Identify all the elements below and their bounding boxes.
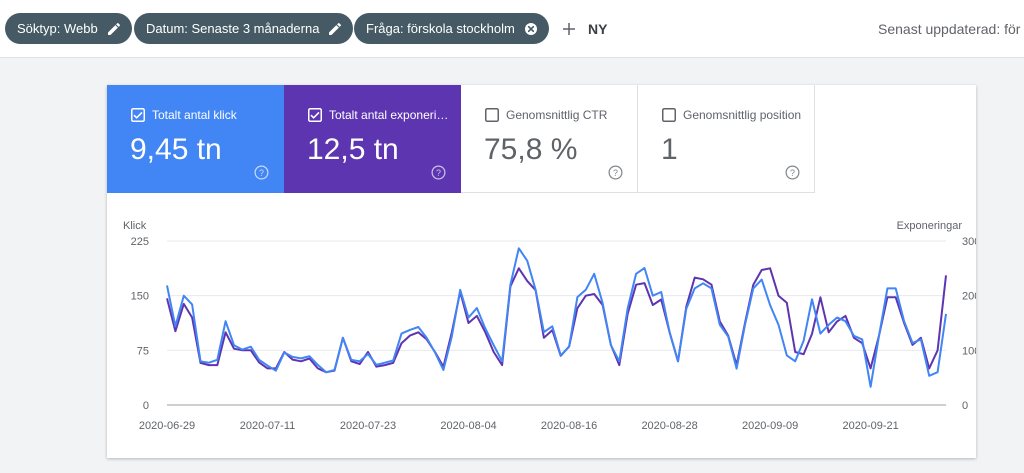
chart-series — [166, 247, 947, 388]
pencil-icon[interactable] — [327, 21, 343, 37]
last-updated-text: Senast uppdaterad: för — [878, 21, 1021, 37]
left-tick-label: 150 — [131, 291, 149, 303]
right-tick-label: 0 — [962, 400, 968, 412]
filter-bar: Söktyp: Webb Datum: Senaste 3 månaderna … — [0, 0, 1024, 58]
right-tick-label: 200 — [962, 291, 976, 303]
metric-label: Totalt antal exponeringar — [329, 108, 449, 122]
metric-label: Totalt antal klick — [152, 108, 237, 122]
metric-tiles: Totalt antal klick 9,45 tn ? Totalt anta… — [107, 85, 815, 193]
svg-text:?: ? — [790, 168, 795, 178]
help-icon[interactable]: ? — [608, 165, 623, 180]
x-tick-label: 2020-08-04 — [440, 420, 496, 432]
right-axis-label: Exponeringar — [897, 220, 963, 232]
left-tick-label: 0 — [143, 400, 149, 412]
metric-header: Totalt antal klick — [131, 108, 237, 122]
filter-chip-label: Datum: Senaste 3 månaderna — [146, 21, 320, 36]
left-axis-label: Klick — [123, 220, 147, 232]
filter-chip-search-type[interactable]: Söktyp: Webb — [5, 13, 132, 44]
svg-text:?: ? — [436, 168, 441, 178]
pencil-icon[interactable] — [106, 21, 122, 37]
plus-icon — [563, 23, 575, 35]
clicks-series-line — [166, 247, 947, 388]
performance-card: Totalt antal klick 9,45 tn ? Totalt anta… — [107, 85, 976, 458]
metric-value: 12,5 tn — [307, 133, 399, 166]
metric-header: Genomsnittlig position — [662, 108, 801, 122]
filter-chip-label: Söktyp: Webb — [17, 21, 98, 36]
metric-header: Totalt antal exponeringar — [308, 108, 449, 122]
add-filter-button[interactable]: NY — [560, 14, 607, 44]
metric-label: Genomsnittlig CTR — [506, 108, 608, 122]
metric-header: Genomsnittlig CTR — [485, 108, 607, 122]
add-filter-label: NY — [588, 21, 608, 37]
metric-label: Genomsnittlig position — [683, 108, 802, 122]
x-tick-label: 2020-06-29 — [139, 420, 195, 432]
metric-value: 1 — [661, 133, 678, 166]
right-tick-label: 300 — [962, 236, 976, 248]
metric-value: 9,45 tn — [130, 133, 222, 166]
x-tick-labels: 2020-06-29 2020-07-11 2020-07-23 2020-08-04… — [139, 420, 899, 432]
svg-text:?: ? — [613, 168, 618, 178]
checkbox-unchecked-icon[interactable] — [662, 108, 676, 122]
close-circle-icon[interactable] — [523, 21, 539, 37]
help-icon[interactable]: ? — [431, 165, 446, 180]
left-tick-label: 75 — [137, 345, 149, 357]
filter-chip-query[interactable]: Fråga: förskola stockholm — [354, 13, 549, 44]
metric-value: 75,8 % — [484, 133, 578, 166]
help-icon[interactable]: ? — [254, 165, 269, 180]
left-tick-labels: 225 150 75 0 — [131, 236, 149, 412]
right-tick-label: 100 — [962, 345, 976, 357]
metric-tile-clicks[interactable]: Totalt antal klick 9,45 tn ? — [107, 85, 284, 193]
x-tick-label: 2020-09-21 — [842, 420, 898, 432]
x-tick-label: 2020-09-09 — [742, 420, 798, 432]
x-tick-label: 2020-07-11 — [240, 420, 295, 432]
checkbox-checked-icon[interactable] — [308, 108, 322, 122]
help-icon[interactable]: ? — [785, 165, 800, 180]
x-tick-label: 2020-07-23 — [340, 420, 396, 432]
chart-grid — [167, 240, 946, 406]
x-tick-label: 2020-08-28 — [641, 420, 697, 432]
filter-chip-label: Fråga: förskola stockholm — [366, 21, 515, 36]
x-tick-label: 2020-08-16 — [541, 420, 597, 432]
left-tick-label: 225 — [131, 236, 149, 248]
metric-tile-position[interactable]: Genomsnittlig position 1 ? — [638, 85, 815, 193]
metric-tile-impressions[interactable]: Totalt antal exponeringar 12,5 tn ? — [284, 85, 461, 193]
svg-text:?: ? — [259, 168, 264, 178]
checkbox-checked-icon[interactable] — [131, 108, 145, 122]
checkbox-unchecked-icon[interactable] — [485, 108, 499, 122]
impressions-series-line — [166, 267, 947, 374]
filter-chip-date[interactable]: Datum: Senaste 3 månaderna — [134, 13, 354, 44]
metric-tile-ctr[interactable]: Genomsnittlig CTR 75,8 % ? — [461, 85, 638, 193]
right-tick-labels: 300 200 100 0 — [962, 236, 976, 412]
